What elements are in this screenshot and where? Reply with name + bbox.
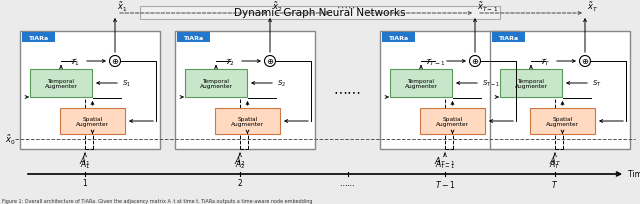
Bar: [420, 109, 485, 134]
Bar: [22, 33, 55, 43]
Text: Temporal
Augmenter: Temporal Augmenter: [404, 78, 438, 89]
Bar: [530, 109, 595, 134]
Text: $A_T$: $A_T$: [549, 155, 561, 167]
Bar: [60, 109, 125, 134]
Text: $\mathcal{T}_1$: $\mathcal{T}_1$: [70, 56, 80, 67]
Text: TiARa: TiARa: [499, 35, 518, 40]
Bar: [380, 32, 520, 149]
Text: $\tilde{x}_1$: $\tilde{x}_1$: [117, 1, 127, 14]
Text: Spatial
Augmenter: Spatial Augmenter: [76, 116, 109, 127]
Text: 2: 2: [237, 178, 243, 187]
Bar: [382, 33, 415, 43]
Text: $\mathcal{T}_T$: $\mathcal{T}_T$: [540, 56, 550, 67]
Bar: [185, 70, 247, 98]
Text: 1: 1: [83, 178, 88, 187]
Text: $A_T$: $A_T$: [549, 158, 561, 170]
Text: Temporal
Augmenter: Temporal Augmenter: [515, 78, 547, 89]
Text: $T-1$: $T-1$: [435, 178, 455, 189]
Text: $S_T$: $S_T$: [592, 79, 602, 89]
Text: $A_{T-1}$: $A_{T-1}$: [435, 158, 455, 170]
Bar: [140, 7, 500, 20]
Text: $\tilde{x}_0$: $\tilde{x}_0$: [5, 133, 15, 146]
Bar: [215, 109, 280, 134]
Circle shape: [109, 56, 120, 67]
Circle shape: [264, 56, 275, 67]
Text: Time step: Time step: [628, 170, 640, 179]
Text: $\oplus$: $\oplus$: [266, 57, 274, 66]
Bar: [390, 70, 452, 98]
Text: $A_2$: $A_2$: [234, 155, 246, 167]
Text: $A_1$: $A_1$: [79, 155, 91, 167]
Text: $S_1$: $S_1$: [122, 79, 131, 89]
Text: $T$: $T$: [552, 178, 559, 189]
Text: $S_2$: $S_2$: [277, 79, 286, 89]
Text: $\tilde{x}_2$: $\tilde{x}_2$: [272, 1, 282, 14]
Circle shape: [470, 56, 481, 67]
Text: $\oplus$: $\oplus$: [471, 57, 479, 66]
Circle shape: [579, 56, 591, 67]
Bar: [20, 32, 160, 149]
Text: $\mathcal{T}_2$: $\mathcal{T}_2$: [225, 56, 235, 67]
Text: $\oplus$: $\oplus$: [111, 57, 119, 66]
Bar: [500, 70, 562, 98]
Text: $A_2$: $A_2$: [235, 158, 245, 170]
Text: $A_1$: $A_1$: [80, 158, 90, 170]
Bar: [30, 70, 92, 98]
Text: $\tilde{x}_T$: $\tilde{x}_T$: [587, 1, 598, 14]
Bar: [175, 32, 315, 149]
Text: $A_{T-1}$: $A_{T-1}$: [434, 155, 456, 167]
Text: Spatial
Augmenter: Spatial Augmenter: [436, 116, 469, 127]
Text: Temporal
Augmenter: Temporal Augmenter: [45, 78, 77, 89]
Text: TiARa: TiARa: [184, 35, 204, 40]
Bar: [492, 33, 525, 43]
Text: Temporal
Augmenter: Temporal Augmenter: [200, 78, 232, 89]
Text: $S_{T-1}$: $S_{T-1}$: [482, 79, 500, 89]
Text: Dynamic Graph Neural Networks: Dynamic Graph Neural Networks: [234, 8, 406, 18]
Text: Spatial
Augmenter: Spatial Augmenter: [231, 116, 264, 127]
Text: $\tilde{x}_{T-1}$: $\tilde{x}_{T-1}$: [477, 1, 498, 14]
Text: Figure 1: Overall architecture of TiARa. Given the adjacency matrix A_t at time : Figure 1: Overall architecture of TiARa.…: [2, 197, 312, 203]
Text: $\cdots\cdots$: $\cdots\cdots$: [333, 84, 362, 98]
Text: Spatial
Augmenter: Spatial Augmenter: [546, 116, 579, 127]
Text: $\cdots\cdots$: $\cdots\cdots$: [339, 178, 356, 187]
Bar: [490, 32, 630, 149]
Text: $\cdots\cdots$: $\cdots\cdots$: [336, 2, 359, 12]
Text: $\mathcal{T}_{T-1}$: $\mathcal{T}_{T-1}$: [425, 56, 445, 67]
Text: $\oplus$: $\oplus$: [581, 57, 589, 66]
Bar: [177, 33, 210, 43]
Text: TiARa: TiARa: [388, 35, 408, 40]
Text: TiARa: TiARa: [28, 35, 49, 40]
